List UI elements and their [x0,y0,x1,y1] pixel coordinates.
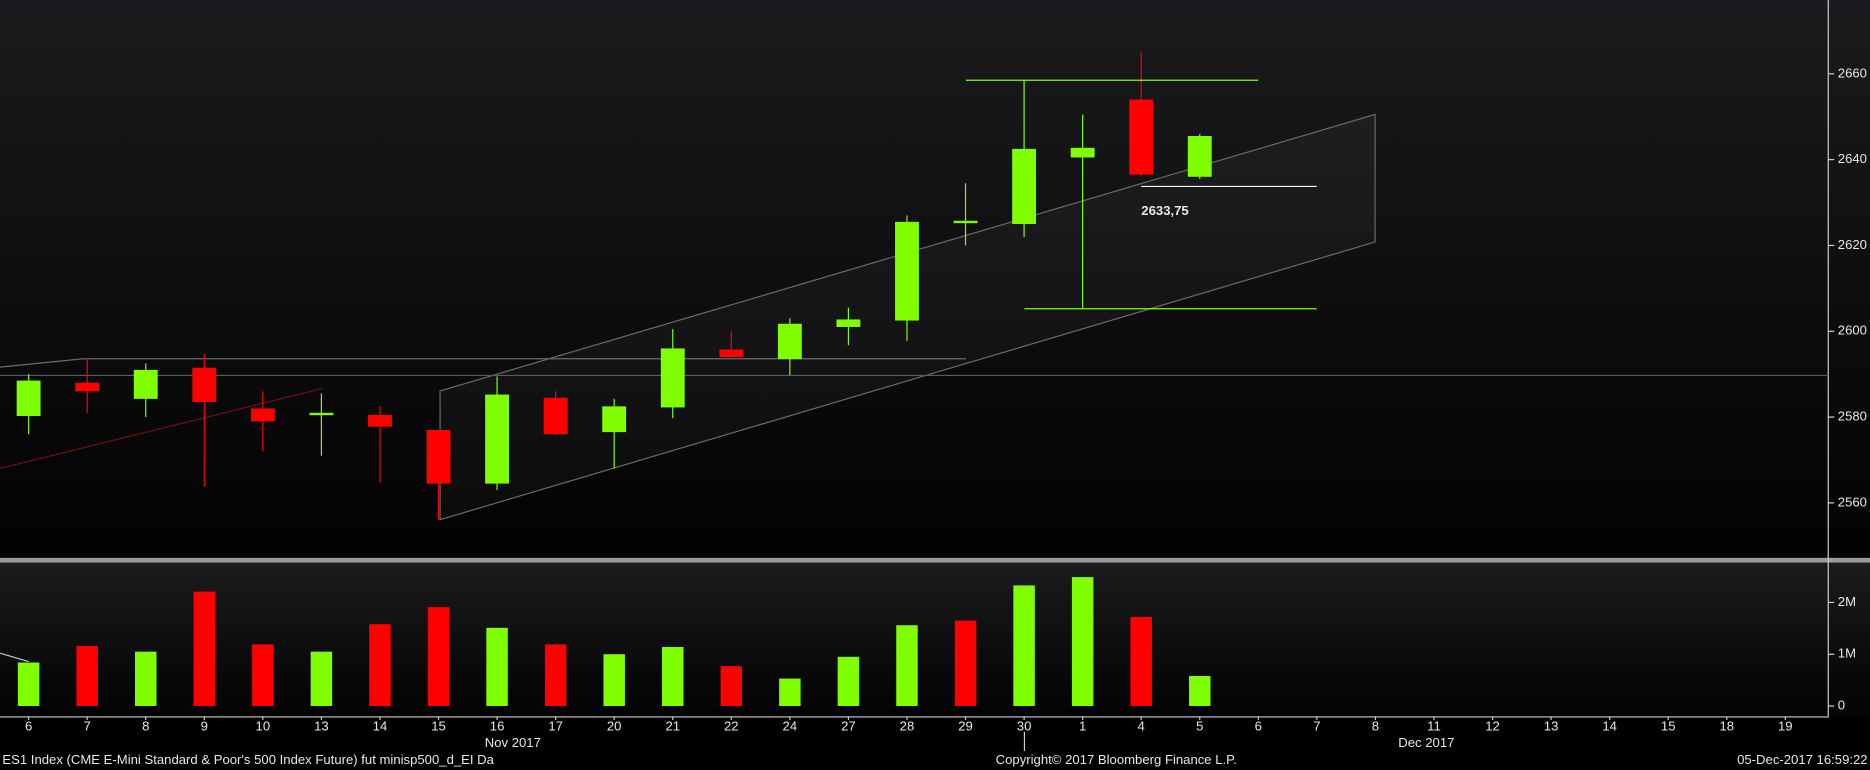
candle-body [895,221,919,321]
x-tick-label: 10 [256,719,271,734]
candle-body [1129,99,1154,175]
x-tick-label: 1 [1079,719,1086,734]
footer-left: ES1 Index (CME E-Mini Standard & Poor's … [2,752,494,767]
x-tick-label: 22 [724,719,739,734]
x-tick-label: 15 [431,719,446,734]
volume-bar [603,654,625,707]
x-tick-label: 14 [1602,719,1617,734]
y-tick-label: 2580 [1838,409,1867,424]
trend-line [0,652,29,663]
x-tick-label: 7 [1313,719,1320,734]
candle-body [75,382,100,392]
x-tick-label: 16 [490,719,505,734]
volume-bar [252,644,274,707]
volume-bar [135,651,157,707]
candle-body [836,319,861,327]
x-tick-label: 6 [1255,719,1262,734]
x-tick-label: 27 [841,719,856,734]
x-tick-label: 18 [1719,719,1734,734]
candle-body [602,406,627,433]
volume-panel [0,562,1870,718]
candle-body [719,349,744,358]
volume-tick-label: 0 [1838,697,1845,712]
x-tick-label: 8 [1372,719,1379,734]
y-tick-label: 2600 [1838,323,1867,338]
volume-bar [193,591,216,707]
footer-center: Copyright© 2017 Bloomberg Finance L.P. [996,752,1237,767]
x-tick-label: 11 [1427,719,1441,734]
x-tick-label: 17 [548,719,563,734]
month-label: Nov 2017 [485,735,541,750]
panel-separator [0,557,1870,563]
month-label: Dec 2017 [1398,735,1454,750]
volume-bar [837,656,860,707]
x-tick-label: 19 [1778,719,1793,734]
candle-body [777,323,802,360]
y-tick-label: 2560 [1838,494,1867,509]
candle-body [309,412,334,416]
x-tick-label: 14 [373,719,388,734]
x-tick-label: 29 [958,719,973,734]
volume-tick-label: 1M [1838,646,1856,661]
x-tick-label: 20 [607,719,622,734]
volume-bar [1130,616,1152,707]
x-tick-label: 13 [314,719,329,734]
volume-bar [896,625,918,707]
trend-line [0,387,323,470]
volume-tick-label: 2M [1838,594,1856,609]
candle-body [192,367,217,403]
price-panel [0,0,1870,560]
volume-bar [662,646,684,707]
x-tick-label: 7 [84,719,91,734]
x-tick-label: 9 [201,719,208,734]
candle-body [660,348,685,408]
x-tick-label: 24 [783,719,798,734]
candle-body [1187,136,1212,177]
x-tick-label: 5 [1196,719,1203,734]
candle-body [543,397,568,435]
candle-body [1070,147,1095,158]
x-tick-label: 8 [142,719,149,734]
x-tick-label: 21 [665,719,680,734]
footer-right: 05-Dec-2017 16:59:22 [1737,752,1868,767]
y-tick-label: 2660 [1838,65,1867,80]
candle-body [16,380,41,417]
volume-bar [779,678,801,707]
candle-body [250,408,275,422]
volume-bar [76,645,98,707]
volume-bar [720,666,743,707]
volume-bar [1189,675,1211,707]
y-tick-label: 2620 [1838,237,1867,252]
volume-bar [486,627,508,707]
candle-body [1012,148,1037,224]
candle-body [426,429,451,484]
candle-body [368,414,392,427]
footer-bg [0,717,1870,770]
volume-bar [369,624,391,707]
x-tick-label: 6 [25,719,32,734]
x-tick-label: 4 [1138,719,1145,734]
volume-bar [310,651,333,707]
volume-bar [544,644,567,707]
x-tick-label: 13 [1544,719,1559,734]
volume-bar [1013,585,1035,707]
candle-body [953,220,978,224]
x-tick-label: 28 [900,719,915,734]
volume-bar [1071,577,1094,707]
volume-bar [17,662,40,707]
y-tick-label: 2640 [1838,151,1867,166]
candle-body [485,394,510,484]
x-tick-label: 15 [1661,719,1676,734]
annotation-label: 2633,75 [1141,203,1188,218]
volume-bar [954,620,977,707]
x-tick-label: 30 [1017,719,1032,734]
volume-bar [427,607,450,707]
x-tick-label: 12 [1485,719,1500,734]
candle-body [133,369,158,399]
